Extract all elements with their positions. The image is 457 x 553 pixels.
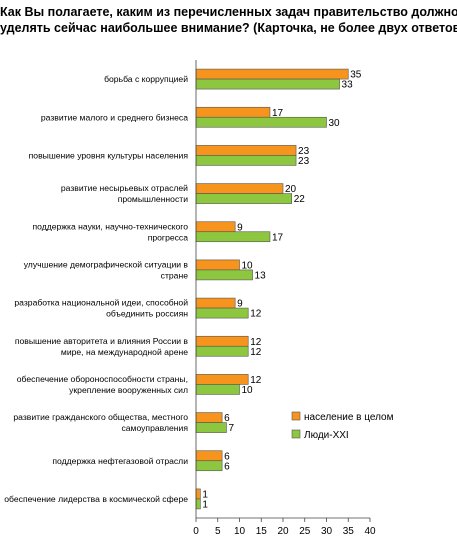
data-label: 20 — [285, 184, 297, 195]
data-label: 6 — [224, 413, 230, 424]
x-tick-label: 25 — [299, 526, 311, 537]
bar-population — [195, 297, 236, 309]
bar-people-xxi — [195, 460, 223, 472]
data-label: 17 — [272, 108, 284, 119]
data-label: 35 — [350, 70, 362, 81]
bar-people-xxi — [195, 422, 227, 433]
category-label: борьба с коррупцией — [104, 74, 188, 84]
data-label: 12 — [250, 347, 262, 358]
bar-population — [195, 412, 223, 423]
bar-people-xxi — [195, 78, 340, 90]
bar-population — [195, 145, 297, 156]
x-tick-label: 40 — [364, 526, 376, 537]
data-label: 12 — [250, 309, 262, 320]
data-label: 6 — [224, 451, 230, 462]
x-tick-label: 10 — [234, 526, 246, 537]
legend-swatch — [291, 411, 301, 421]
data-label: 12 — [250, 375, 262, 386]
data-label: 23 — [298, 146, 310, 157]
bars — [195, 68, 349, 510]
data-label: 9 — [237, 299, 243, 310]
data-label: 13 — [255, 270, 267, 281]
chart-title: Как Вы полагаете, каким из перечисленных… — [0, 4, 457, 36]
x-tick-label: 15 — [256, 526, 268, 537]
data-label: 1 — [202, 489, 208, 500]
bar-people-xxi — [195, 345, 249, 357]
x-tick-label: 5 — [215, 526, 221, 537]
data-label: 9 — [237, 222, 243, 233]
category-label: разработка национальной идеи, способной — [14, 298, 188, 308]
category-label: обеспечение обороноспособности страны, — [17, 374, 188, 384]
category-label: развитие гражданского общества, местного — [13, 412, 188, 422]
data-label: 1 — [202, 499, 208, 510]
data-label: 12 — [250, 337, 262, 348]
legend-label: Люди-XXI — [304, 430, 349, 441]
data-label: 10 — [242, 385, 254, 396]
bar-population — [195, 68, 349, 80]
category-label: промышленности — [118, 194, 188, 204]
category-labels: борьба с коррупцией развитие малого и сре… — [4, 74, 188, 504]
category-label: развитие малого и среднего бизнеса — [41, 112, 188, 122]
bar-people-xxi — [195, 193, 292, 204]
bar-people-xxi — [195, 384, 240, 395]
category-label: укрепление вооруженных сил — [69, 385, 188, 395]
x-tick-label: 35 — [343, 526, 355, 537]
bar-population — [195, 374, 249, 385]
data-label: 30 — [329, 118, 341, 129]
data-label: 6 — [224, 461, 230, 472]
data-label: 33 — [342, 80, 354, 91]
chart-title-line-2: уделять сейчас наибольшее внимание? (Кар… — [0, 21, 457, 35]
category-label: повышение уровня культуры населения — [29, 150, 189, 160]
data-label: 23 — [298, 156, 310, 167]
data-label: 10 — [242, 260, 254, 271]
x-tick-label: 0 — [193, 526, 199, 537]
legend-swatch — [291, 429, 301, 439]
bar-population — [195, 259, 240, 271]
bar-population — [195, 450, 223, 462]
category-label: объединить россиян — [106, 309, 188, 319]
category-label: прогресса — [148, 232, 188, 242]
legend-label: население в целом — [304, 412, 394, 423]
bar-population — [195, 183, 284, 194]
x-tick-label: 30 — [321, 526, 333, 537]
category-label: поддержка науки, научно-технического — [32, 221, 188, 231]
category-label: самоуправления — [121, 423, 188, 433]
bar-population — [195, 488, 201, 500]
category-label: обеспечение лидерства в космической сфер… — [4, 494, 188, 504]
data-label: 22 — [294, 194, 306, 205]
bar-population — [195, 221, 236, 233]
data-label: 7 — [228, 423, 234, 434]
bar-people-xxi — [195, 116, 327, 128]
x-axis: 0 5 10 15 20 25 30 35 40 — [193, 60, 376, 537]
category-label: развитие несырьевых отраслей — [61, 183, 188, 193]
x-tick-label: 20 — [277, 526, 289, 537]
bar-people-xxi — [195, 155, 297, 166]
legend: население в целом Люди-XXI — [291, 411, 394, 441]
bar-population — [195, 335, 249, 347]
bar-population — [195, 106, 271, 118]
data-label: 17 — [272, 232, 284, 243]
bar-people-xxi — [195, 231, 271, 243]
chart-title-line-1: Как Вы полагаете, каким из перечисленных… — [0, 5, 457, 19]
category-label: поддержка нефтегазовой отрасли — [52, 456, 188, 466]
category-label: повышение авторитета и влияния России в — [15, 336, 189, 346]
category-label: мире, на международной арене — [61, 347, 188, 357]
bar-people-xxi — [195, 498, 201, 510]
category-label: стране — [161, 270, 189, 280]
category-label: улучшение демографической ситуации в — [24, 259, 189, 269]
